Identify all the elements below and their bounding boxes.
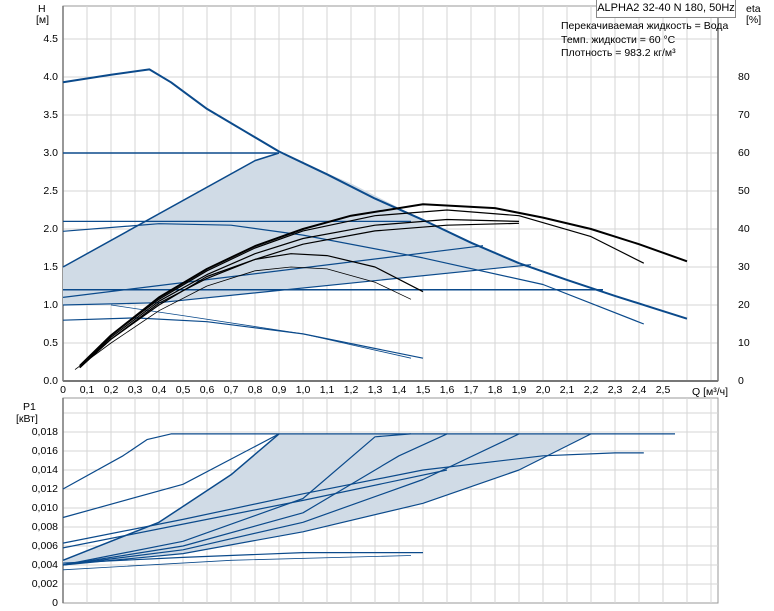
- x-tick-label: 1,0: [295, 384, 311, 396]
- efficiency-curve-eta-max: [79, 203, 688, 367]
- x-tick-label: 0,3: [127, 384, 143, 396]
- x-tick-label: 1,7: [463, 384, 479, 396]
- power-curve-p1-max: [62, 433, 675, 490]
- y2-tick-label: 20: [738, 299, 750, 311]
- y2-tick-label: 80: [738, 71, 750, 83]
- x-tick-label: 0,9: [271, 384, 287, 396]
- x-tick-label: 1,4: [391, 384, 407, 396]
- y2-tick-label: 50: [738, 185, 750, 197]
- info-temp: Темп. жидкости = 60 °C: [561, 33, 676, 46]
- x-tick-label: 0,1: [79, 384, 95, 396]
- head-curve-max-curve: [62, 68, 688, 320]
- p1-tick-label: 0: [52, 597, 58, 609]
- x-tick-label: 2,1: [559, 384, 575, 396]
- p1-tick-label: 0,010: [31, 502, 58, 514]
- x-tick-label: 2,2: [583, 384, 599, 396]
- power-curve-p1-3: [62, 433, 280, 561]
- x-tick-label: 1,1: [319, 384, 335, 396]
- info-fluid: Перекачиваемая жидкость = Вода: [561, 20, 729, 32]
- head-curve-speed-curve-low: [62, 317, 424, 359]
- y-tick-label: 1.5: [43, 261, 58, 273]
- efficiency-curve-eta-2: [79, 209, 645, 367]
- x-tick-label: 0,8: [247, 384, 263, 396]
- y-tick-label: 0.0: [43, 375, 58, 387]
- y-tick-label: 0.5: [43, 337, 58, 349]
- y-tick-label: 2.0: [43, 223, 58, 235]
- x-tick-label: 1,3: [367, 384, 383, 396]
- y2-tick-label: 70: [738, 109, 750, 121]
- power-curve-p1-9: [62, 469, 448, 549]
- power-curve-p1-4: [62, 433, 412, 566]
- power-curve-p1-2: [62, 433, 280, 519]
- efficiency-curve-eta-5: [79, 253, 424, 369]
- x-tick-label: 2,5: [655, 384, 671, 396]
- x-tick-label: 0,6: [199, 384, 215, 396]
- y2-tick-label: 0: [738, 375, 744, 387]
- power-curve-p1-lowest: [62, 555, 412, 571]
- head-curve-proportional-max: [62, 152, 280, 268]
- y-tick-label: 3.5: [43, 109, 58, 121]
- x-tick-label: 2,4: [631, 384, 647, 396]
- operating-range-shade: [63, 153, 531, 305]
- y-tick-label: 4.5: [43, 33, 58, 45]
- y2-axis-label: eta: [746, 3, 761, 15]
- x-tick-label: 1,6: [439, 384, 455, 396]
- x-axis-label: Q [м³/ч]: [692, 386, 729, 398]
- info-density: Плотность = 983.2 кг/м³: [561, 47, 676, 59]
- p1-tick-label: 0,016: [31, 445, 58, 457]
- p1-tick-label: 0,008: [31, 521, 58, 533]
- power-curve-p1-low: [62, 551, 423, 564]
- y2-tick-label: 30: [738, 261, 750, 273]
- efficiency-curve-eta-6: [74, 266, 412, 370]
- head-curve-speed-curve-2: [62, 223, 645, 325]
- x-tick-label: 0,7: [223, 384, 239, 396]
- p1-tick-label: 0,014: [31, 464, 58, 476]
- x-tick-label: 0,5: [175, 384, 191, 396]
- y2-tick-label: 60: [738, 147, 750, 159]
- power-curve-p1-7: [62, 433, 592, 566]
- x-tick-label: 0,2: [103, 384, 119, 396]
- power-range-shade: [63, 433, 591, 565]
- p1-tick-label: 0,012: [31, 483, 58, 495]
- p1-tick-label: 0,002: [31, 578, 58, 590]
- p1-tick-label: 0,004: [31, 559, 58, 571]
- efficiency-curve-eta-3: [79, 218, 520, 369]
- head-plot-area: [62, 5, 719, 382]
- y-tick-label: 4.0: [43, 71, 58, 83]
- x-tick-label: 1,5: [415, 384, 431, 396]
- p1-axis-label: P1: [23, 401, 36, 413]
- head-curve-proportional-mid: [62, 245, 484, 298]
- y-tick-label: 2.5: [43, 185, 58, 197]
- p1-axis-unit: [кВт]: [16, 413, 38, 425]
- p1-tick-label: 0,006: [31, 540, 58, 552]
- y-tick-label: 3.0: [43, 147, 58, 159]
- x-tick-label: 2,0: [535, 384, 551, 396]
- y2-axis-unit: [%]: [746, 14, 762, 26]
- x-tick-label: 1,2: [343, 384, 359, 396]
- x-tick-label: 1,9: [511, 384, 527, 396]
- x-tick-label: 2,3: [607, 384, 623, 396]
- power-curve-p1-8: [62, 452, 644, 544]
- x-tick-label: 1,8: [487, 384, 503, 396]
- y-axis-label: H: [38, 3, 46, 15]
- power-curve-p1-5: [62, 433, 448, 566]
- y2-tick-label: 40: [738, 223, 750, 235]
- y-tick-label: 1.0: [43, 299, 58, 311]
- y2-tick-label: 10: [738, 337, 750, 349]
- power-curve-p1-6: [62, 433, 520, 566]
- y-axis-unit: [м]: [36, 14, 50, 26]
- x-tick-label: 0,4: [151, 384, 167, 396]
- chart-info: Перекачиваемая жидкость = Вода Темп. жид…: [561, 20, 728, 61]
- chart-title: ALPHA2 32-40 N 180, 50Hz: [596, 0, 736, 18]
- x-tick-label: 0: [60, 384, 66, 396]
- p1-tick-label: 0,018: [31, 426, 58, 438]
